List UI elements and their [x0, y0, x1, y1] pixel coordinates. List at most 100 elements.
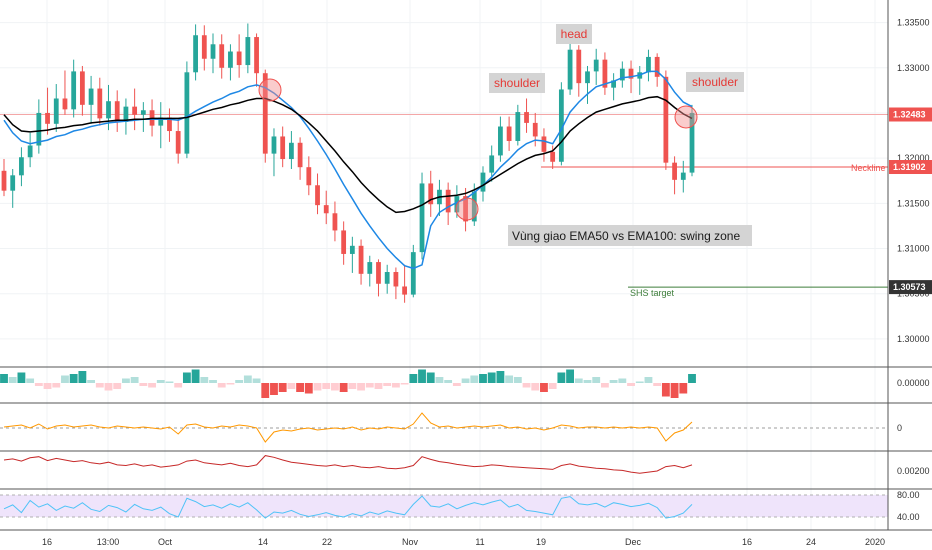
macd-bar — [487, 372, 496, 383]
candle-body — [341, 230, 347, 254]
macd-bar — [339, 383, 348, 392]
candle-body — [654, 56, 660, 77]
macd-bar — [113, 383, 122, 389]
macd-bar — [331, 383, 339, 391]
macd-bar — [566, 369, 574, 383]
macd-bar — [252, 378, 261, 383]
candle-body — [358, 245, 364, 274]
candle-body — [184, 72, 190, 154]
macd-bar — [95, 383, 104, 388]
candle — [515, 104, 521, 146]
candle-body — [262, 73, 268, 154]
macd-bar — [348, 383, 357, 389]
candle — [167, 108, 172, 142]
price-axis[interactable]: 1.335001.330001.325001.320001.315001.310… — [887, 0, 932, 530]
candle-body — [550, 151, 556, 162]
candle — [45, 87, 50, 135]
y-tick-label: 1.32000 — [897, 153, 930, 163]
candle-body — [402, 286, 408, 295]
macd-bar — [278, 383, 287, 392]
candle — [297, 137, 303, 180]
macd-bar — [182, 372, 191, 383]
swing-zone-note[interactable]: Vùng giao EMA50 vs EMA100: swing zone — [508, 225, 752, 246]
macd-bar — [287, 383, 296, 389]
macd-bar — [374, 383, 383, 389]
candle — [71, 59, 77, 118]
macd-bar — [522, 383, 531, 388]
macd-bar — [644, 377, 653, 383]
macd-bar — [243, 375, 252, 383]
candle-body — [306, 167, 312, 186]
candle — [680, 160, 686, 193]
head-label[interactable]: head — [556, 24, 592, 44]
macd-bar — [661, 383, 670, 397]
candle-body — [419, 183, 425, 253]
macd-bar — [148, 383, 156, 388]
candle-body — [158, 117, 164, 126]
candle-body — [611, 80, 617, 88]
candle-body — [10, 175, 16, 191]
candle — [384, 264, 390, 294]
macd-bar — [513, 377, 522, 383]
macd-bar — [226, 383, 235, 385]
macd-bar — [391, 383, 400, 388]
candle-body — [36, 112, 42, 146]
candle-body — [524, 112, 529, 123]
candle — [88, 75, 94, 124]
candle — [576, 45, 582, 97]
rsi-tick-label: 80.00 — [897, 490, 920, 500]
candle-body — [567, 49, 573, 90]
candle — [62, 70, 68, 115]
macd-bar — [270, 383, 278, 395]
left-shoulder-label[interactable]: shoulder — [489, 73, 545, 93]
shs-target-label: SHS target — [630, 288, 675, 298]
candle — [262, 69, 268, 163]
macd-bar — [139, 383, 148, 386]
candle — [271, 128, 277, 177]
neckline-label: Neckline — [851, 163, 886, 173]
osc1-line — [3, 412, 693, 443]
osc2-tick-label: 0.00200 — [897, 466, 930, 476]
candle-body — [445, 189, 451, 213]
candle — [1, 159, 7, 197]
candle — [323, 190, 329, 225]
candle-body — [132, 106, 138, 115]
right-shoulder-label[interactable]: shoulder — [686, 72, 744, 92]
macd-bar — [296, 383, 305, 392]
time-axis[interactable]: 16 13:00 Oct 14 22 Nov 11 19 Dec 16 24 2020 — [42, 537, 885, 547]
svg-text:head: head — [561, 27, 588, 41]
macd-bar — [156, 380, 165, 383]
macd-bar — [8, 377, 17, 383]
price-label-text: 1.32483 — [893, 109, 926, 119]
candle — [489, 145, 495, 182]
macd-bar — [130, 377, 139, 383]
horizontal-levels — [0, 113, 888, 288]
macd-tick-label: 0.00000 — [897, 378, 930, 388]
price-label: 1.31902 — [889, 160, 932, 175]
price-label-text: 1.31902 — [893, 162, 926, 172]
macd-bar — [505, 375, 514, 383]
candle — [689, 104, 695, 177]
candle — [123, 98, 129, 135]
x-tick-label: 11 — [475, 537, 484, 547]
macd-bar — [200, 377, 209, 383]
macd-bar — [304, 383, 313, 394]
candle-body — [689, 112, 695, 173]
candle — [193, 24, 198, 81]
x-tick-label: Oct — [158, 537, 173, 547]
macd-bar — [679, 383, 688, 394]
candle — [619, 61, 625, 88]
macd-bar — [191, 369, 200, 383]
ema50-line — [3, 70, 693, 270]
candle — [506, 116, 512, 151]
candle — [541, 128, 547, 162]
candle — [236, 34, 242, 78]
macd-bar — [17, 372, 26, 383]
pattern-circles — [258, 78, 698, 221]
macd-bar — [365, 383, 374, 388]
candle-body — [332, 213, 338, 231]
candle-body — [288, 142, 294, 160]
candle — [637, 65, 643, 95]
macd-bar — [165, 381, 174, 383]
macd-bar — [452, 383, 461, 386]
